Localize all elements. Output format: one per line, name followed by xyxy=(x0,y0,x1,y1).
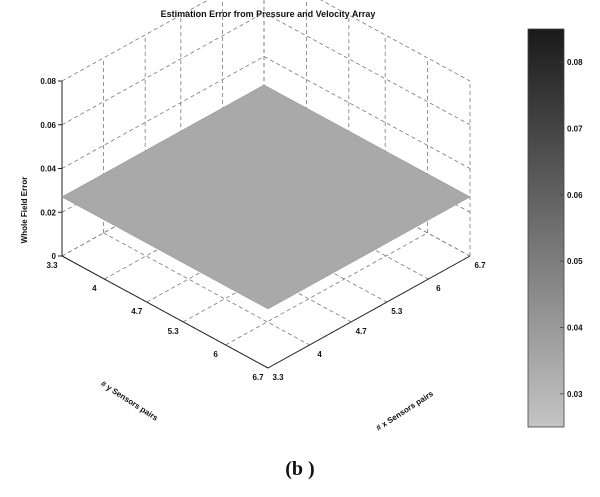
z-tick-label-2: 0.04 xyxy=(40,165,56,174)
colorbar-tick-label-5: 0.08 xyxy=(567,58,583,67)
colorbar: 0.03 0.04 0.05 0.06 0.07 0.08 xyxy=(527,28,583,428)
y-tick-label-4: 6 xyxy=(213,350,218,359)
y-axis-line xyxy=(61,255,269,369)
left-wall-grid-z-3 xyxy=(61,12,265,126)
x-axis-label: # x Sensors pairs xyxy=(374,389,435,433)
colorbar-ticks: 0.03 0.04 0.05 0.06 0.07 0.08 xyxy=(560,58,583,399)
z-tick-label-3: 0.06 xyxy=(40,121,56,130)
x-axis-line xyxy=(267,255,471,369)
colorbar-gradient xyxy=(527,28,565,428)
floor-grid-y-4 xyxy=(225,232,428,346)
x-tick-label-4: 6 xyxy=(436,284,441,293)
y-tick-label-5: 6.7 xyxy=(252,373,264,382)
x-tick-label-5: 6.7 xyxy=(474,261,486,270)
panel-label: (b ) xyxy=(285,458,314,480)
colorbar-tick-label-0: 0.03 xyxy=(567,390,583,399)
y-tick-label-1: 4 xyxy=(92,284,97,293)
z-axis-label: Whole Field Error xyxy=(20,177,29,244)
x-tick-label-1: 4 xyxy=(317,350,322,359)
x-tick-label-2: 4.7 xyxy=(356,327,368,336)
colorbar-tick-label-3: 0.06 xyxy=(567,191,583,200)
x-tick-label-3: 5.3 xyxy=(391,307,403,316)
y-tick-label-3: 5.3 xyxy=(168,327,180,336)
y-tick-label-2: 4.7 xyxy=(131,307,143,316)
x-tick-label-0: 3.3 xyxy=(272,373,284,382)
error-surface xyxy=(61,84,471,310)
y-axis-label: # y Sensors pairs xyxy=(99,379,160,423)
z-tick-label-4: 0.08 xyxy=(40,77,56,86)
tick-labels: 0 0.02 0.04 0.06 0.08 3.3 4 4.7 5.3 6 6.7 3.3 4 4.7 5.… xyxy=(40,77,486,382)
y-tick-label-0: 3.3 xyxy=(46,261,58,270)
colorbar-tick-label-4: 0.07 xyxy=(567,125,583,134)
z-tick-label-1: 0.02 xyxy=(40,208,56,217)
z-tick-label-0: 0 xyxy=(52,252,57,261)
left-wall-grid-z-2 xyxy=(61,56,265,169)
left-wall-grid-z-4 xyxy=(61,0,209,82)
colorbar-tick-label-2: 0.05 xyxy=(567,257,583,266)
chart-title: Estimation Error from Pressure and Veloc… xyxy=(161,9,376,19)
colorbar-tick-label-1: 0.04 xyxy=(567,324,583,333)
